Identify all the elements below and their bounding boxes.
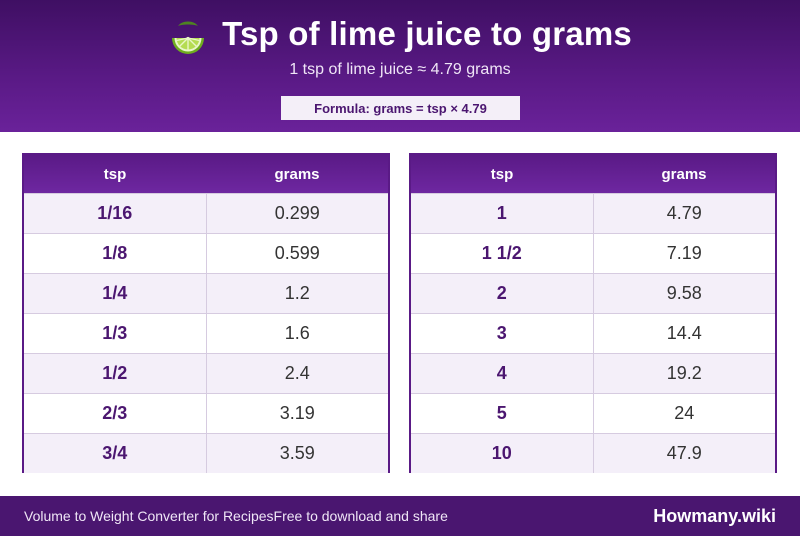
grams-cell: 2.4 — [284, 363, 310, 383]
footer-bar: Volume to Weight Converter for Recipes Fr… — [0, 496, 800, 536]
grams-cell: 7.19 — [666, 243, 702, 263]
table-row: 2/3 3.19 — [24, 393, 388, 433]
grams-cell: 3.19 — [279, 403, 315, 423]
tsp-cell: 10 — [411, 434, 594, 473]
table-row: 2 9.58 — [411, 273, 775, 313]
tsp-cell: 1/8 — [24, 234, 207, 273]
brand-link[interactable]: Howmany.wiki — [653, 505, 776, 526]
lime-icon — [172, 21, 205, 54]
table-row: 1/8 0.599 — [24, 233, 388, 273]
header-banner: Tsp of lime juice to grams 1 tsp of lime… — [0, 0, 800, 132]
tsp-cell: 1/2 — [24, 354, 207, 393]
tsp-cell: 1/3 — [24, 314, 207, 353]
column-header-tsp: tsp — [490, 165, 514, 183]
conversion-table-left: tsp grams 1/16 0.299 1/8 0.599 1/4 1.2 1… — [22, 153, 390, 473]
column-header-grams: grams — [274, 165, 320, 183]
grams-cell: 4.79 — [666, 203, 702, 223]
grams-cell: 24 — [674, 403, 695, 423]
table-body: 1 4.79 1 1/2 7.19 2 9.58 3 14.4 4 19.2 5… — [411, 193, 775, 473]
grams-cell: 3.59 — [279, 443, 315, 463]
tsp-cell: 1 1/2 — [411, 234, 594, 273]
table-row: 1/4 1.2 — [24, 273, 388, 313]
grams-cell: 9.58 — [666, 283, 702, 303]
table-row: 1/2 2.4 — [24, 353, 388, 393]
table-header: tsp grams — [411, 155, 775, 193]
footer-caption: Volume to Weight Converter for Recipes Fr… — [24, 496, 448, 536]
tsp-cell: 4 — [411, 354, 594, 393]
conversion-table-right: tsp grams 1 4.79 1 1/2 7.19 2 9.58 3 14.… — [409, 153, 777, 473]
table-row: 1 1/2 7.19 — [411, 233, 775, 273]
tsp-cell: 2/3 — [24, 394, 207, 433]
grams-cell: 19.2 — [666, 363, 702, 383]
tsp-cell: 3 — [411, 314, 594, 353]
grams-cell: 47.9 — [666, 443, 702, 463]
tsp-cell: 1/16 — [24, 194, 207, 233]
grams-cell: 0.299 — [274, 203, 320, 223]
table-row: 10 47.9 — [411, 433, 775, 473]
footer-converter-label: Volume to Weight Converter for Recipes — [24, 508, 274, 524]
grams-cell: 1.6 — [284, 323, 310, 343]
grams-cell: 14.4 — [666, 323, 702, 343]
page-title: Tsp of lime juice to grams — [222, 15, 632, 52]
formula-badge: Formula: grams = tsp × 4.79 — [281, 96, 520, 120]
table-row: 5 24 — [411, 393, 775, 433]
tsp-cell: 1/4 — [24, 274, 207, 313]
table-row: 1/3 1.6 — [24, 313, 388, 353]
table-row: 1 4.79 — [411, 193, 775, 233]
conversion-subtitle: 1 tsp of lime juice ≈ 4.79 grams — [289, 61, 511, 78]
tsp-cell: 1 — [411, 194, 594, 233]
tsp-cell: 3/4 — [24, 434, 207, 473]
table-row: 3 14.4 — [411, 313, 775, 353]
table-row: 3/4 3.59 — [24, 433, 388, 473]
grams-cell: 1.2 — [284, 283, 310, 303]
column-header-grams: grams — [661, 165, 707, 183]
table-row: 4 19.2 — [411, 353, 775, 393]
grams-cell: 0.599 — [274, 243, 320, 263]
title-row: Tsp of lime juice to grams — [0, 14, 800, 54]
tsp-cell: 2 — [411, 274, 594, 313]
tsp-cell: 5 — [411, 394, 594, 433]
column-header-tsp: tsp — [103, 165, 127, 183]
table-row: 1/16 0.299 — [24, 193, 388, 233]
footer-share-label: Free to download and share — [273, 508, 448, 524]
table-body: 1/16 0.299 1/8 0.599 1/4 1.2 1/3 1.6 1/2… — [24, 193, 388, 473]
table-header: tsp grams — [24, 155, 388, 193]
